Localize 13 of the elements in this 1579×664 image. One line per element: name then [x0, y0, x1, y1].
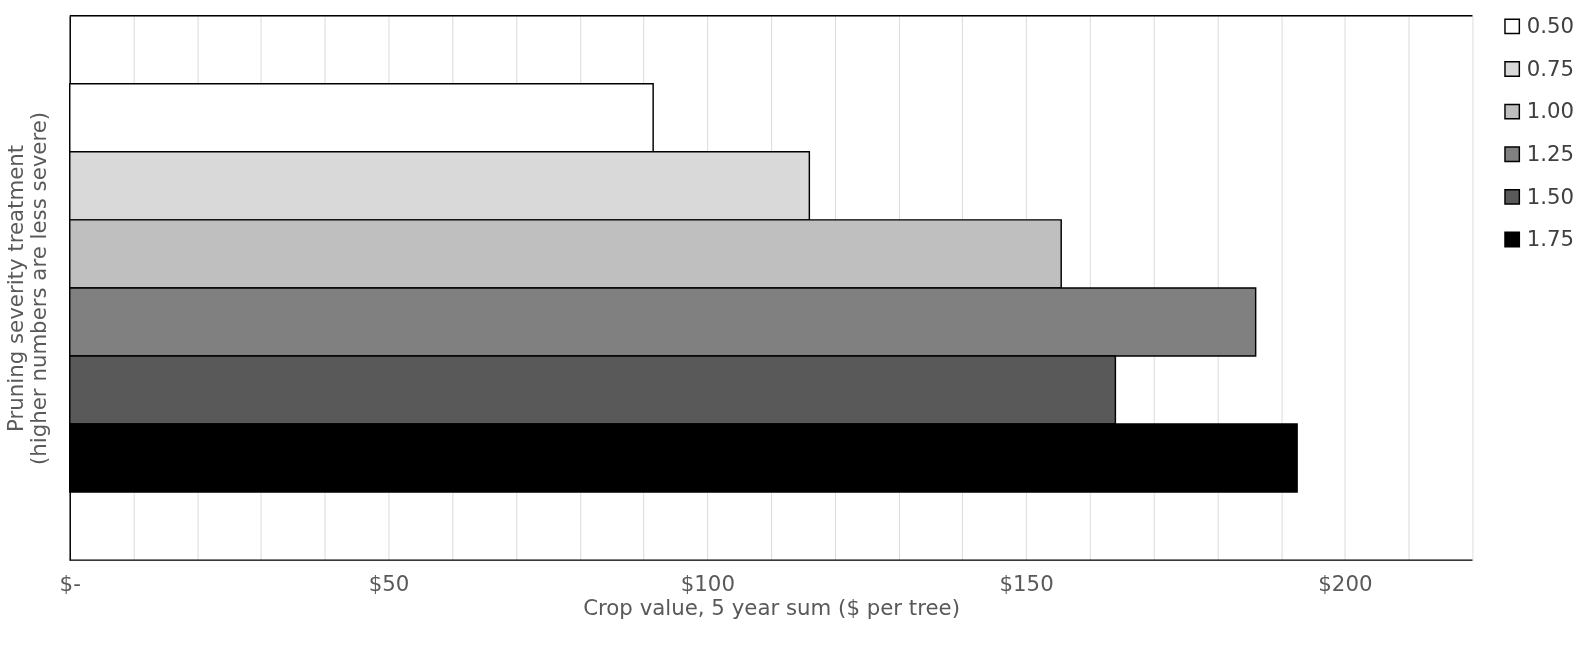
x-tick-label: $-: [59, 570, 81, 596]
x-axis-title: Crop value, 5 year sum ($ per tree): [583, 594, 960, 620]
y-axis-title: Pruning severity treatment (higher numbers are less severe): [2, 111, 52, 465]
x-tick-label: $150: [999, 570, 1054, 596]
legend-label: 1.50: [1526, 183, 1575, 209]
legend-label: 1.00: [1526, 98, 1575, 124]
legend-label: 0.50: [1526, 13, 1575, 39]
x-tick-label: $50: [368, 570, 410, 596]
legend-label: 0.75: [1526, 55, 1575, 81]
legend-label: 1.25: [1526, 141, 1575, 167]
legend-label: 1.75: [1526, 226, 1575, 252]
x-tick-label: $200: [1318, 570, 1373, 596]
x-tick-label: $100: [680, 570, 735, 596]
